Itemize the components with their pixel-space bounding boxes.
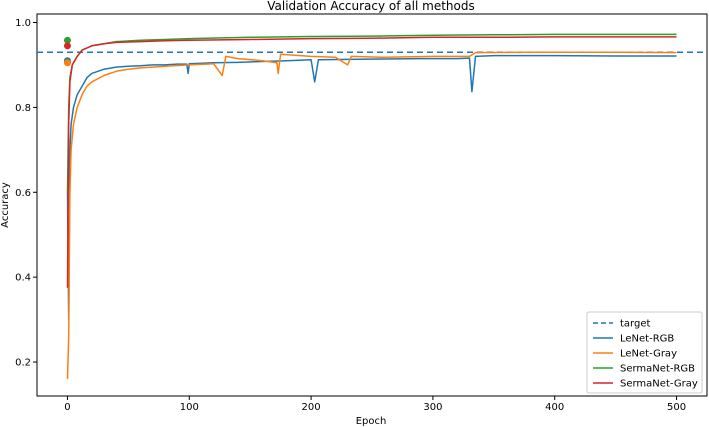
y-tick-label: 0.6	[15, 188, 31, 199]
legend-label-lenet-gray: LeNet-Gray	[620, 349, 677, 360]
x-tick-label: 300	[423, 402, 442, 413]
legend-label-sermanet-rgb: SermaNet-RGB	[620, 364, 695, 375]
x-tick-label: 500	[667, 402, 686, 413]
x-axis-ticks: 0 100 200 300 400 500	[64, 396, 686, 413]
series-line-lenet-rgb	[66, 54, 677, 321]
series-markers	[63, 36, 71, 67]
x-tick-label: 200	[302, 402, 321, 413]
chart-title: Validation Accuracy of all methods	[267, 0, 474, 13]
series-marker-sermanet-rgb	[63, 36, 71, 44]
series-lines	[66, 33, 677, 380]
series-marker-lenet-gray	[63, 59, 71, 67]
x-tick-label: 0	[64, 402, 70, 413]
y-axis-ticks: 0.2 0.4 0.6 0.8 1.0	[15, 18, 37, 369]
series-line-sermanet-gray	[66, 36, 677, 288]
plot-area	[37, 33, 707, 380]
plot-frame	[36, 13, 708, 397]
y-tick-label: 0.4	[15, 273, 31, 284]
legend-box	[586, 311, 703, 394]
y-axis-title: Accuracy	[0, 182, 11, 228]
legend: target LeNet-RGB LeNet-Gray SermaNet-RGB Ser…	[586, 311, 703, 394]
legend-label-target: target	[620, 319, 650, 330]
x-tick-label: 400	[545, 402, 564, 413]
x-axis-title: Epoch	[356, 416, 387, 427]
y-tick-label: 0.8	[15, 103, 31, 114]
series-line-lenet-gray	[66, 51, 677, 380]
legend-label-lenet-rgb: LeNet-RGB	[620, 334, 674, 345]
series-line-sermanet-rgb	[66, 33, 677, 193]
legend-label-sermanet-gray: SermaNet-Gray	[620, 379, 698, 390]
y-tick-label: 1.0	[15, 18, 31, 29]
y-tick-label: 0.2	[15, 358, 31, 369]
series-marker-sermanet-gray	[63, 42, 71, 50]
x-tick-label: 100	[180, 402, 199, 413]
